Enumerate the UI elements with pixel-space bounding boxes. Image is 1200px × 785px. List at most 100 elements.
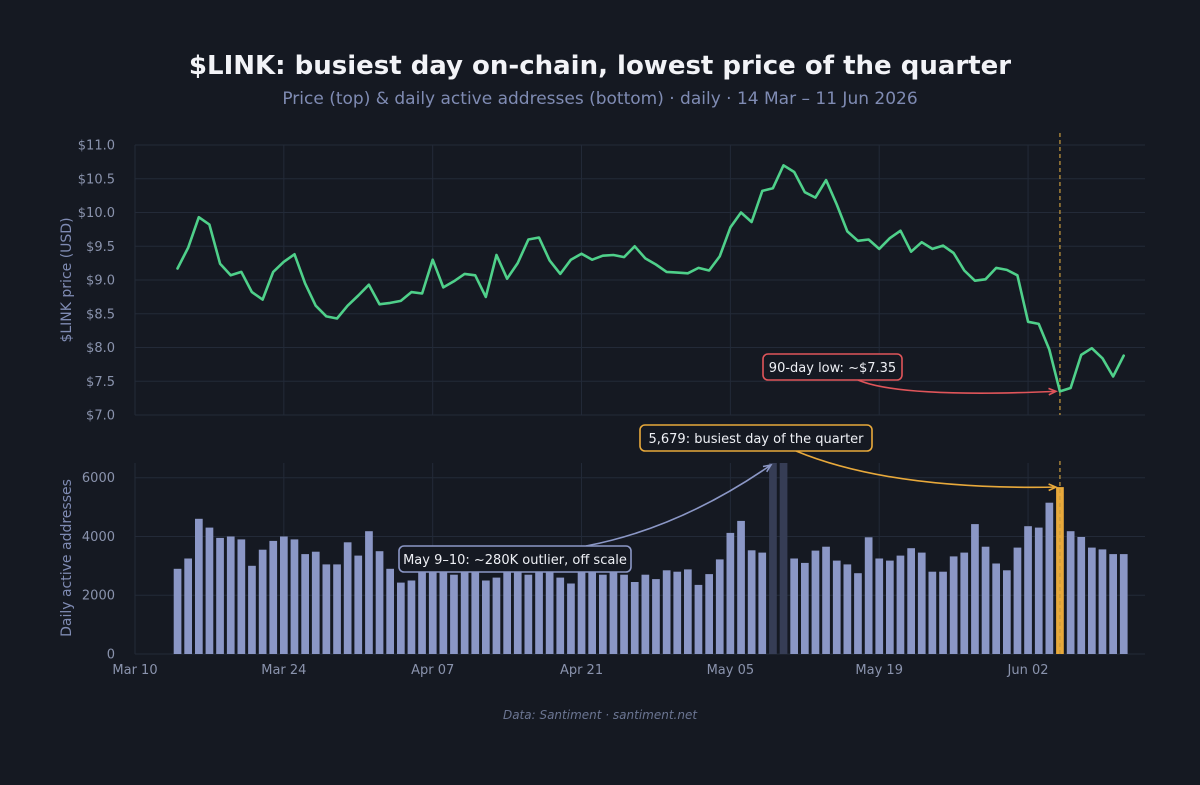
active-addresses-bar <box>301 554 309 654</box>
active-addresses-bar <box>365 531 373 654</box>
active-addresses-bar <box>641 574 650 654</box>
active-addresses-bar <box>195 518 203 654</box>
source-note: Data: Santiment · santiment.net <box>503 708 698 722</box>
active-addresses-bar <box>333 564 341 654</box>
annotation-outlier: May 9–10: ~280K outlier, off scale <box>398 463 773 573</box>
chart-title: $LINK: busiest day on-chain, lowest pric… <box>189 51 1011 81</box>
active-addresses-bar <box>726 532 735 654</box>
active-addresses-y-tick-label: 0 <box>107 648 115 663</box>
active-addresses-bar <box>630 582 639 654</box>
annotation-busiest-text: 5,679: busiest day of the quarter <box>648 432 864 447</box>
x-axis-ticks: Mar 10 Mar 24 Apr 07 Apr 21 May 05 May 19 Jun … <box>112 663 1048 678</box>
price-y-tick-label: $9.0 <box>86 274 115 289</box>
annotation-low-arrowhead <box>1048 387 1058 396</box>
active-addresses-bar <box>460 571 469 654</box>
active-addresses-bar <box>471 565 480 654</box>
annotation-low-box <box>762 353 903 381</box>
active-addresses-bar <box>907 548 915 654</box>
active-addresses-y-axis-label: Daily active addresses <box>59 479 75 637</box>
active-addresses-bar <box>216 537 224 654</box>
active-addresses-bar <box>343 542 352 654</box>
active-addresses-bar <box>482 580 490 654</box>
active-addresses-bar <box>280 536 288 654</box>
active-addresses-bar <box>939 571 947 654</box>
active-addresses-bar-highlight <box>1056 487 1064 654</box>
active-addresses-bar <box>822 546 830 654</box>
active-addresses-bar <box>673 571 682 654</box>
annotation-busiest-arrow <box>795 450 1056 489</box>
active-addresses-y-tick-label: 6000 <box>82 471 115 486</box>
active-addresses-bar <box>1066 531 1075 654</box>
active-addresses-bar <box>237 539 246 654</box>
active-addresses-bar <box>258 549 267 654</box>
active-addresses-bar <box>737 520 745 654</box>
annotation-outlier-arrowhead <box>762 463 773 473</box>
active-addresses-bar <box>450 574 458 654</box>
active-addresses-bar <box>1109 554 1117 654</box>
active-addresses-bar <box>439 571 448 654</box>
price-y-tick-label: $10.0 <box>78 206 115 221</box>
x-tick-label: Jun 02 <box>1007 663 1049 678</box>
price-y-tick-label: $7.5 <box>86 375 115 390</box>
x-tick-label: May 19 <box>855 663 903 678</box>
active-addresses-bar <box>843 564 852 654</box>
active-addresses-bar <box>599 574 607 654</box>
x-tick-label: Apr 21 <box>560 663 603 678</box>
active-addresses-bar <box>652 579 660 654</box>
price-y-tick-label: $11.0 <box>78 139 115 154</box>
annotation-outlier-box <box>398 545 632 573</box>
active-addresses-bar <box>886 560 894 654</box>
active-addresses-bar <box>1077 537 1086 654</box>
active-addresses-bar <box>620 574 628 654</box>
active-addresses-bar <box>173 568 182 654</box>
active-addresses-bar <box>524 574 533 654</box>
active-addresses-bar <box>1003 570 1011 654</box>
price-y-tick-label: $7.0 <box>86 409 115 424</box>
active-addresses-bar <box>917 552 926 654</box>
active-addresses-bar <box>971 524 979 654</box>
active-addresses-bar <box>386 568 394 654</box>
active-addresses-bar-outlier <box>779 463 788 654</box>
active-addresses-bar <box>407 580 416 654</box>
price-y-tick-label: $9.5 <box>86 240 115 255</box>
active-addresses-bar <box>248 565 256 654</box>
active-addresses-bar <box>556 577 565 654</box>
annotation-busiest-box <box>639 424 873 452</box>
active-addresses-bar <box>375 551 384 654</box>
active-addresses-bar <box>992 563 1000 654</box>
annotation-outlier-arrow <box>585 464 772 547</box>
price-y-axis-label: $LINK price (USD) <box>59 217 75 342</box>
price-y-tick-label: $8.5 <box>86 307 115 322</box>
active-addresses-bar <box>1034 527 1043 654</box>
active-addresses-bar <box>811 550 820 654</box>
active-addresses-bar <box>577 570 586 654</box>
active-addresses-bar <box>790 558 798 654</box>
active-addresses-bar <box>1119 554 1128 654</box>
active-addresses-bar <box>705 574 713 654</box>
active-addresses-bar <box>428 571 437 654</box>
price-line-series <box>176 164 1125 393</box>
active-addresses-bar <box>747 550 756 654</box>
annotation-90-day-low: 90-day low: ~$7.35 <box>762 353 1058 396</box>
active-addresses-bar <box>801 562 809 654</box>
active-addresses-bar <box>311 551 320 654</box>
active-addresses-panel: 0 2000 4000 6000 Daily active addresses 5,6… <box>59 424 1145 663</box>
active-addresses-y-tick-label: 4000 <box>82 530 115 545</box>
active-addresses-bar <box>981 546 990 654</box>
active-addresses-bar <box>694 584 703 654</box>
active-addresses-bar <box>758 552 767 654</box>
active-addresses-y-tick-label: 2000 <box>82 589 115 604</box>
active-addresses-bar <box>513 568 522 654</box>
active-addresses-bar <box>715 559 724 654</box>
annotation-busiest-arrowhead <box>1048 483 1058 492</box>
x-tick-label: Mar 24 <box>261 663 306 678</box>
annotation-outlier-text: May 9–10: ~280K outlier, off scale <box>403 553 627 568</box>
active-addresses-bar <box>832 560 841 654</box>
active-addresses-bar <box>418 571 426 654</box>
active-addresses-bar <box>184 558 192 654</box>
price-grid <box>134 144 1145 416</box>
x-tick-label: Mar 10 <box>112 663 157 678</box>
active-addresses-bar <box>928 571 937 654</box>
active-addresses-bar <box>269 540 278 654</box>
